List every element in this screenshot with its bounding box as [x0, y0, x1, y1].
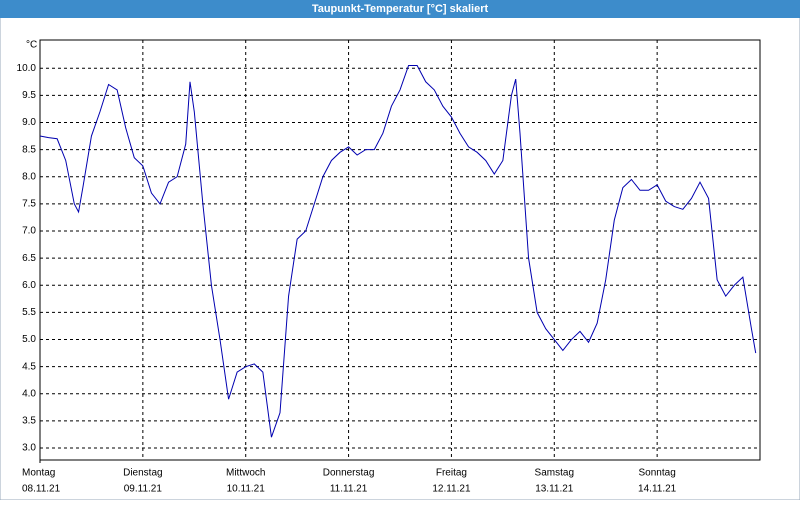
y-tick-label: 6.5 [22, 253, 36, 264]
y-tick-label: 8.5 [22, 144, 36, 155]
x-tick-date: 11.11.21 [330, 484, 368, 495]
y-tick-label: 9.0 [22, 117, 36, 128]
y-tick-label: 7.5 [22, 199, 36, 210]
x-tick-date: 10.11.21 [227, 484, 266, 495]
y-tick-label: 5.5 [22, 307, 36, 318]
y-tick-label: 5.0 [22, 334, 36, 345]
x-tick-label: Donnerstag [323, 468, 375, 479]
x-tick-date: 14.11.21 [638, 484, 677, 495]
y-tick-label: 10.0 [17, 63, 37, 74]
y-tick-label: 4.0 [22, 388, 36, 399]
y-axis-label: °C [26, 40, 37, 51]
x-tick-label: Sonntag [639, 468, 676, 479]
x-tick-label: Mittwoch [226, 468, 265, 479]
y-tick-label: 3.5 [22, 416, 36, 427]
title-bar [0, 0, 800, 18]
y-tick-label: 3.0 [22, 443, 36, 454]
y-tick-label: 6.0 [22, 280, 36, 291]
x-tick-label: Montag [22, 468, 55, 479]
x-tick-date: 12.11.21 [432, 484, 471, 495]
y-tick-label: 9.5 [22, 90, 36, 101]
y-tick-label: 7.0 [22, 226, 36, 237]
y-tick-label: 8.0 [22, 171, 36, 182]
y-tick-label: 4.5 [22, 361, 36, 372]
x-tick-date: 08.11.21 [22, 484, 61, 495]
x-tick-label: Dienstag [123, 468, 162, 479]
x-tick-date: 09.11.21 [124, 484, 163, 495]
plot-frame [39, 39, 761, 461]
x-tick-label: Freitag [436, 468, 467, 479]
chart-title: Taupunkt-Temperatur [°C] skaliert [312, 3, 489, 15]
x-tick-date: 13.11.21 [535, 484, 574, 495]
x-tick-label: Samstag [535, 468, 574, 479]
data-line [39, 65, 757, 438]
